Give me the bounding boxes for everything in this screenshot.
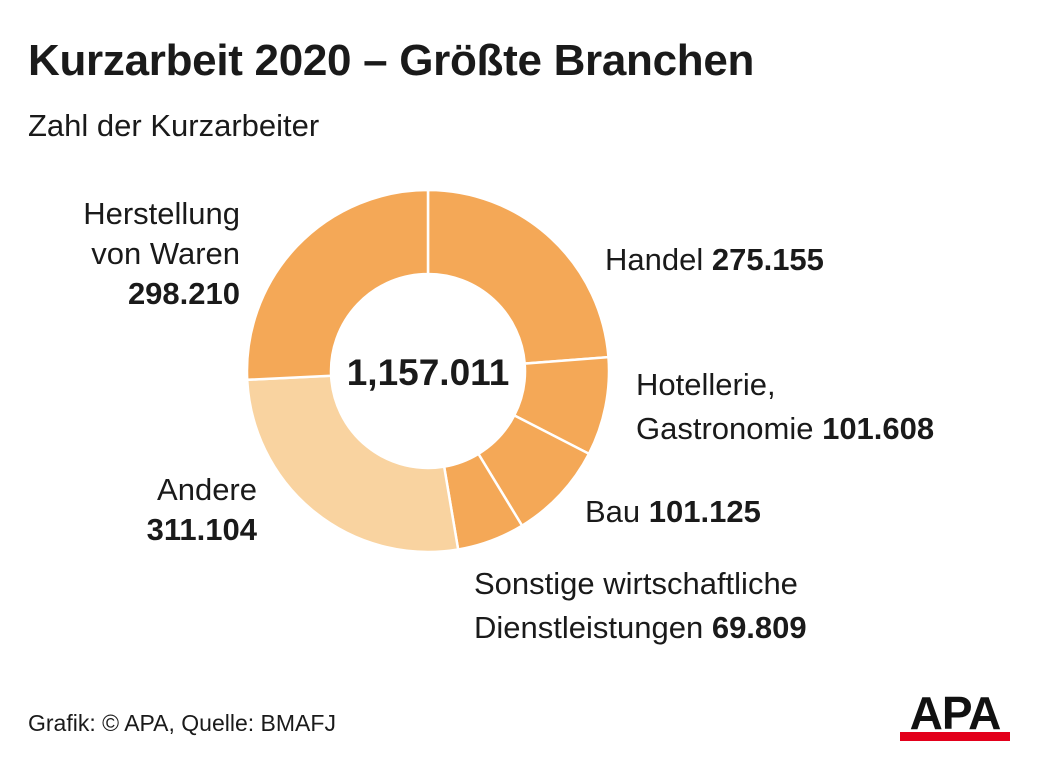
slice-label-herstellung-von-waren: Herstellung von Waren 298.210	[83, 196, 240, 311]
slice-label-hotellerie-gastronomie: Hotellerie, Gastronomie 101.608	[636, 367, 934, 446]
source-credit: Grafik: © APA, Quelle: BMAFJ	[28, 710, 336, 736]
chart-title: Kurzarbeit 2020 – Größte Branchen	[28, 36, 755, 85]
donut-slice-handel	[426, 188, 610, 365]
slice-label-bau: Bau 101.125	[585, 494, 761, 529]
donut-slice-herstellung-von-waren	[245, 188, 430, 382]
slice-label-andere: Andere 311.104	[147, 472, 258, 547]
logo-text: APA	[910, 687, 1001, 739]
logo-red-bar	[900, 732, 1010, 741]
donut-slice-andere	[245, 374, 460, 554]
slice-label-sonstige-wirtschaftliche-dienstleistungen: Sonstige wirtschaftliche Dienstleistungen…	[474, 566, 807, 645]
chart-subtitle: Zahl der Kurzarbeiter	[28, 108, 320, 143]
slice-label-handel: Handel 275.155	[605, 242, 824, 277]
donut-center-total: 1,157.011	[347, 352, 510, 393]
